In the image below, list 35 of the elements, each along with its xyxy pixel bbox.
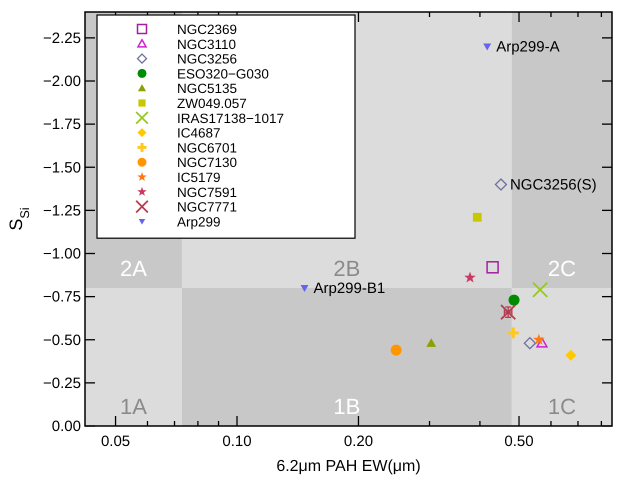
x-tick-label: 0.50	[504, 433, 534, 450]
legend-label: NGC2369	[177, 22, 238, 37]
legend-label: NGC3110	[177, 36, 236, 52]
legend-label: NGC5135	[177, 81, 238, 96]
legend-label: ZW049.057	[177, 96, 247, 111]
x-tick-label: 0.05	[100, 433, 130, 450]
y-tick-label: −0.25	[43, 374, 81, 392]
y-tick-label: −0.50	[43, 332, 81, 349]
y-tick-label: −2.25	[43, 30, 81, 47]
band-label: 2B	[333, 256, 360, 281]
annotation: Arp299-B1	[314, 280, 386, 297]
legend-label: ESO320−G030	[177, 66, 269, 82]
legend-label: NGC7771	[177, 200, 238, 215]
annotation: NGC3256(S)	[510, 176, 597, 194]
legend-label: NGC7591	[177, 184, 238, 200]
band-label: 1A	[120, 394, 148, 419]
legend-label: IRAS17138−1017	[177, 110, 284, 126]
y-tick-label: −0.75	[43, 288, 81, 306]
y-tick-label: 0.00	[52, 418, 81, 435]
legend-label: Arp299	[177, 214, 221, 230]
legend-label: NGC6701	[177, 140, 238, 156]
x-axis-title: 6.2μm PAH EW(μm)	[276, 458, 421, 475]
y-tick-label: −1.25	[43, 202, 81, 220]
y-tick-label: −1.75	[43, 116, 81, 134]
band-label: 1C	[548, 394, 576, 419]
annotation: Arp299-A	[496, 38, 560, 56]
legend-label: IC4687	[177, 126, 221, 141]
legend-label: NGC3256	[177, 52, 238, 67]
legend-label: IC5179	[177, 170, 221, 185]
x-tick-label: 0.20	[344, 433, 374, 450]
x-tick-label: 0.10	[222, 433, 252, 450]
y-tick-label: −2.00	[43, 73, 81, 90]
y-tick-label: −1.00	[43, 246, 81, 262]
y-tick-label: −1.50	[43, 159, 81, 176]
legend-label: NGC7130	[177, 155, 238, 170]
